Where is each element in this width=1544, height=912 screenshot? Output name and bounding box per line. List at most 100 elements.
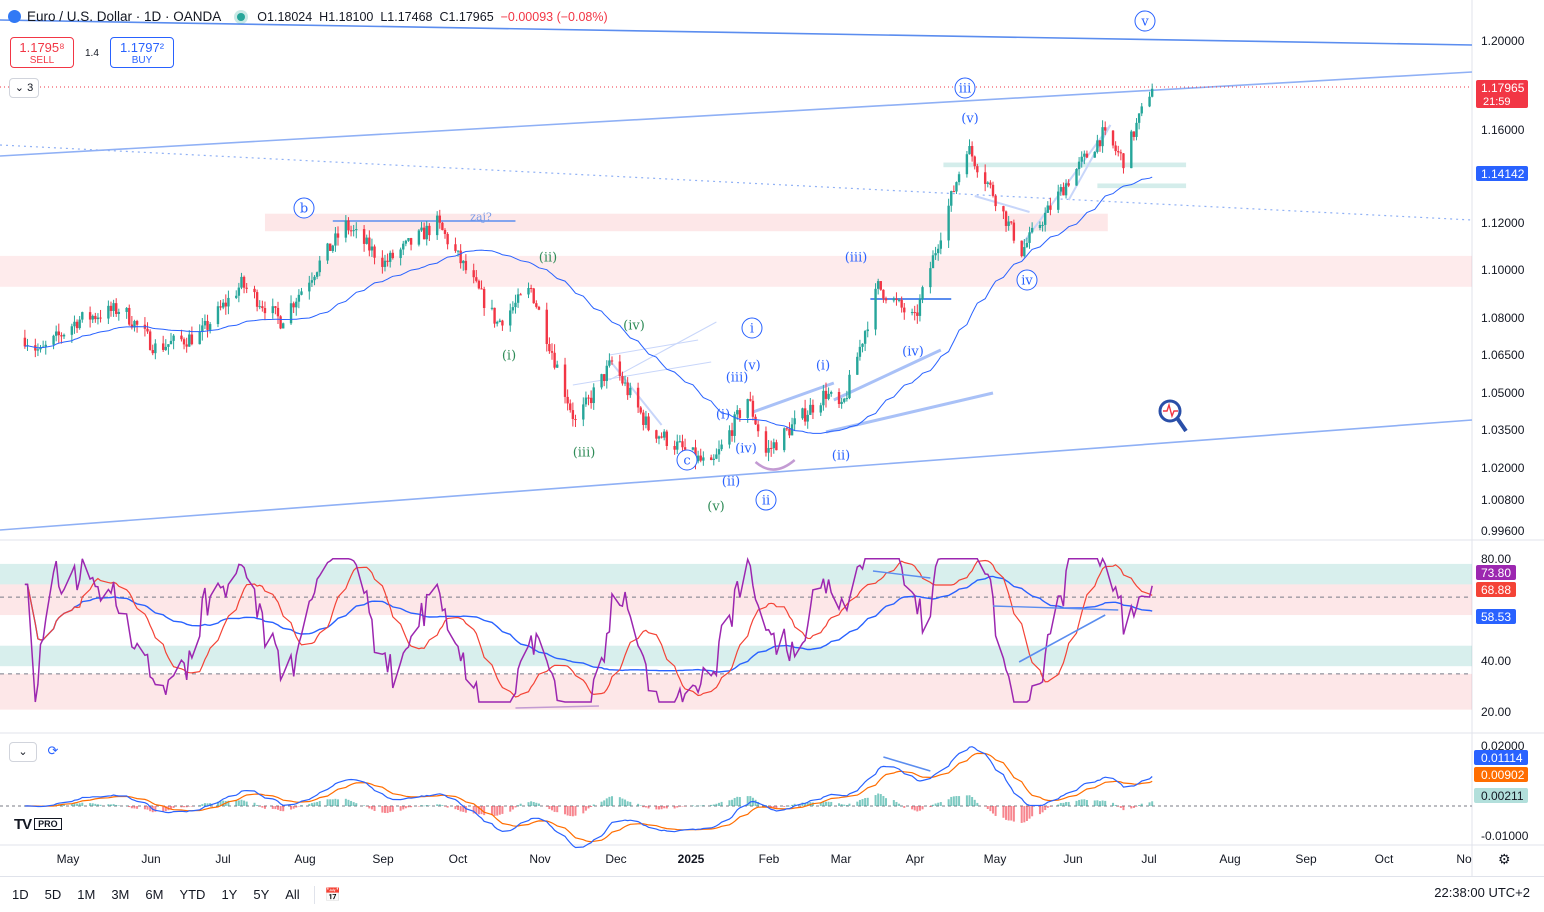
range-6m-button[interactable]: 6M (145, 887, 164, 902)
macd-histogram-bar (76, 803, 79, 806)
candle (224, 302, 228, 307)
macd-histogram-bar (1041, 806, 1044, 813)
candle (882, 289, 885, 299)
buy-button[interactable]: 1.1797² BUY (110, 37, 174, 68)
macd-histogram-bar (180, 806, 183, 808)
price-tick-label: 0.99600 (1481, 524, 1525, 538)
range-3m-button[interactable]: 3M (111, 887, 130, 902)
candle (115, 303, 118, 314)
macd-histogram-bar (514, 806, 517, 808)
candle (976, 166, 979, 173)
clock-readout[interactable]: 22:38:00 UTC+2 (1434, 885, 1530, 900)
macd-histogram-bar (955, 796, 958, 806)
macd-histogram-bar (146, 806, 149, 810)
macd-histogram-bar (428, 805, 431, 807)
macd-histogram-bar (861, 799, 864, 806)
range-1y-button[interactable]: 1Y (221, 887, 238, 902)
macd-histogram-bar (1075, 800, 1078, 806)
candle (245, 287, 248, 289)
macd-histogram-bar (81, 802, 84, 806)
macd-histogram-bar (203, 803, 206, 806)
wave-label-text: (iv) (735, 442, 757, 457)
candle (715, 454, 718, 459)
indicators-toggle-button[interactable]: ⌄ 3 (9, 78, 39, 98)
macd-histogram-bar (154, 806, 157, 812)
candle (582, 404, 585, 420)
macd-histogram-bar (125, 805, 128, 807)
candle (446, 234, 449, 245)
range-1m-button[interactable]: 1M (77, 887, 96, 902)
rsi-trendline (515, 705, 599, 709)
rsi-upper-zone (0, 584, 1472, 616)
wave-label: (ii) (539, 251, 557, 266)
candle (1140, 106, 1143, 114)
macd-histogram-bar (691, 805, 694, 806)
candle (921, 287, 924, 300)
macd-histogram-bar (444, 806, 447, 807)
candle (1137, 113, 1141, 123)
macd-histogram-bar (183, 806, 186, 808)
candle (843, 398, 846, 402)
candle (99, 317, 102, 319)
wave-label-text: iii (959, 82, 971, 97)
candle (370, 246, 374, 251)
macd-refresh-button[interactable]: ⟳ (44, 742, 62, 760)
macd-histogram-bar (383, 806, 386, 813)
range-5y-button[interactable]: 5Y (253, 887, 270, 902)
macd-histogram-bar (1148, 802, 1151, 806)
time-tick-label: Nov (529, 852, 550, 866)
calendar-icon[interactable]: 📅 (324, 886, 341, 902)
candle (389, 252, 392, 262)
macd-histogram-bar (673, 806, 676, 809)
macd-histogram-bar (1012, 806, 1015, 822)
macd-histogram-bar (866, 797, 869, 806)
macd-histogram-bar (903, 806, 906, 808)
macd-histogram-bar (206, 803, 209, 806)
candle (636, 387, 640, 408)
candle (365, 237, 368, 244)
macd-histogram-bar (965, 795, 968, 806)
macd-histogram-bar (519, 803, 522, 806)
macd-histogram-bar (728, 800, 731, 806)
candle (983, 172, 987, 184)
range-all-button[interactable]: All (285, 887, 300, 902)
macd-histogram-bar (1122, 806, 1125, 811)
candle (198, 332, 201, 345)
candle (900, 299, 903, 308)
candle (240, 276, 243, 288)
macd-histogram-bar (772, 806, 775, 808)
wave-label: (iv) (623, 319, 645, 334)
price-tick-label: 1.05000 (1481, 386, 1525, 400)
settings-gear-icon[interactable]: ⚙ (1498, 851, 1511, 867)
macd-histogram-bar (556, 806, 559, 813)
wave-label: (iii) (845, 251, 868, 266)
candle (991, 184, 995, 196)
wave-label-text: (i) (816, 359, 830, 374)
macd-histogram-bar (788, 805, 791, 807)
macd-histogram-bar (1038, 806, 1041, 815)
range-1d-button[interactable]: 1D (12, 887, 29, 902)
macd-collapse-button[interactable]: ⌄ (9, 742, 37, 762)
range-5d-button[interactable]: 5D (44, 887, 62, 902)
candle (185, 344, 188, 347)
macd-histogram-bar (569, 806, 572, 817)
wave-circle (1134, 10, 1156, 32)
wave-label: (ii) (722, 475, 740, 490)
symbol-title[interactable]: Euro / U.S. Dollar · 1D · OANDA (27, 9, 222, 24)
macd-histogram-bar (804, 802, 807, 806)
sell-button[interactable]: 1.1795⁸ SELL (10, 37, 74, 68)
candle (154, 343, 157, 354)
wave-label: (i) (816, 359, 830, 374)
macd-histogram-bar (749, 796, 752, 806)
candle (665, 431, 669, 447)
eu-flag-icon (8, 10, 21, 23)
candle (462, 260, 465, 264)
wave-label: c (676, 449, 698, 471)
candle (934, 253, 937, 256)
range-ytd-button[interactable]: YTD (179, 887, 206, 902)
candle (681, 441, 684, 448)
candle (660, 436, 663, 438)
candle (811, 404, 815, 413)
candle (425, 225, 428, 240)
